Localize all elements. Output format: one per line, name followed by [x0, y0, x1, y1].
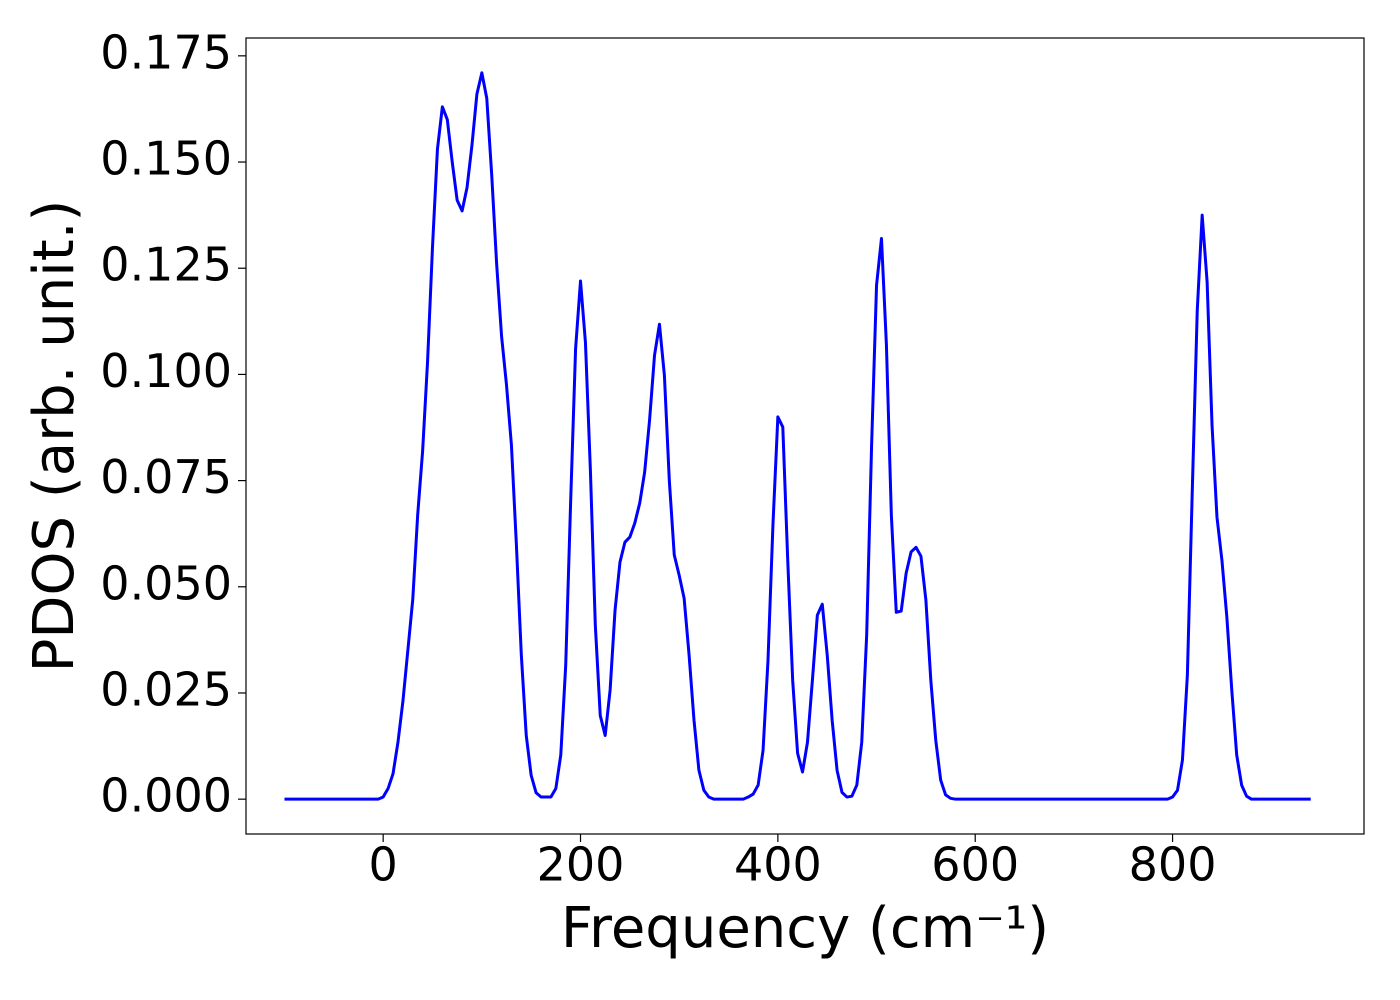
y-tick-label: 0.000 [100, 769, 232, 823]
y-tick-label: 0.150 [100, 132, 232, 186]
y-tick-label: 0.175 [100, 25, 232, 79]
y-tick-label: 0.025 [100, 662, 232, 716]
x-tick-label: 400 [734, 838, 822, 892]
x-axis-label: Frequency (cm⁻¹) [561, 896, 1049, 961]
y-axis-label: PDOS (arb. unit.) [22, 200, 87, 673]
x-tick-label: 600 [931, 838, 1019, 892]
x-tick-label: 800 [1129, 838, 1217, 892]
y-tick-label: 0.125 [100, 238, 232, 292]
y-tick-label: 0.050 [100, 556, 232, 610]
plot-frame [245, 37, 1365, 835]
x-tick-label: 200 [537, 838, 625, 892]
y-tick-label: 0.100 [100, 344, 232, 398]
pdos-line [284, 71, 1311, 801]
y-tick-label: 0.075 [100, 450, 232, 504]
x-tick-label: 0 [369, 838, 398, 892]
